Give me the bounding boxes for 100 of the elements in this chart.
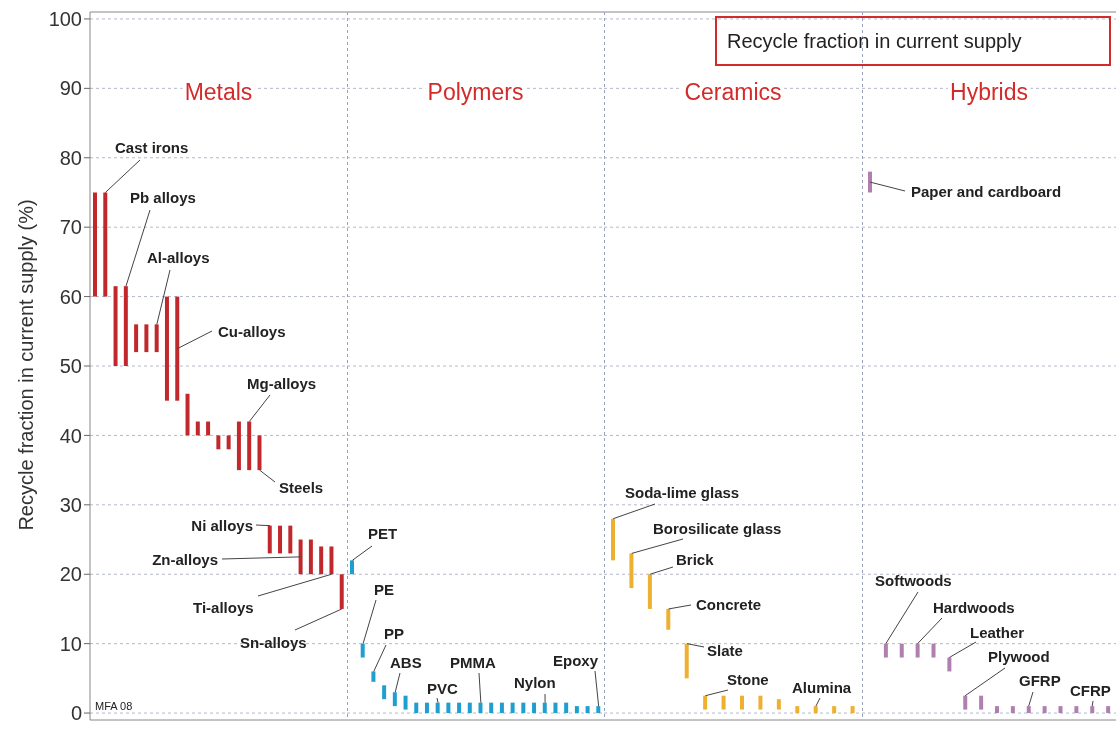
- annotation: PET: [368, 524, 398, 542]
- annotation: Paper and cardboard: [911, 182, 1062, 200]
- bar: [236, 421, 241, 471]
- annotation: Nylon: [514, 673, 556, 691]
- bar: [257, 435, 262, 471]
- annotation: Al-alloys: [147, 248, 210, 266]
- annotation: GFRP: [1019, 671, 1061, 689]
- bar: [360, 643, 365, 658]
- bar: [144, 324, 149, 353]
- bar: [883, 643, 888, 658]
- bar: [850, 706, 855, 714]
- bar: [499, 702, 504, 714]
- annotation: Stone: [727, 670, 769, 688]
- bar: [457, 702, 462, 714]
- y-tick-label: 90: [59, 77, 82, 100]
- y-tick-label: 30: [59, 493, 82, 516]
- bar: [666, 608, 671, 630]
- bar: [1106, 706, 1111, 714]
- annotation: Alumina: [792, 678, 852, 696]
- bar: [382, 685, 387, 700]
- annotation: Cu-alloys: [218, 322, 286, 340]
- bar: [478, 702, 483, 714]
- annotation: Leather: [970, 623, 1025, 641]
- annotation: Plywood: [988, 647, 1050, 665]
- annotation: Brick: [676, 550, 715, 568]
- bar: [414, 702, 419, 714]
- bar: [647, 574, 652, 609]
- bar: [611, 518, 615, 561]
- y-tick-label: 10: [59, 632, 82, 655]
- y-axis-title: Recycle fraction in current supply (%): [15, 199, 37, 531]
- bar: [947, 657, 952, 672]
- bar: [247, 421, 252, 471]
- y-tick-label: 80: [59, 146, 82, 169]
- bar: [392, 692, 397, 707]
- bar: [113, 286, 118, 366]
- bar: [319, 546, 324, 575]
- annotation: PMMA: [450, 653, 496, 671]
- bar: [703, 695, 708, 710]
- annotation: Zn-alloys: [152, 550, 218, 568]
- bar: [123, 286, 128, 366]
- bar: [1010, 706, 1015, 714]
- bar: [758, 695, 763, 710]
- bar: [226, 435, 231, 450]
- bar: [1058, 706, 1063, 714]
- annotation: Concrete: [696, 595, 762, 613]
- bar: [403, 695, 408, 710]
- annotation: Slate: [707, 641, 743, 659]
- y-tick-label: 50: [59, 355, 82, 378]
- annotation: Epoxy: [553, 651, 599, 669]
- bar: [1042, 706, 1047, 714]
- bar: [134, 324, 139, 353]
- annotation: Ti-alloys: [193, 598, 254, 616]
- annotation: Steels: [279, 478, 324, 496]
- bar: [435, 702, 440, 714]
- text: Ceramics: [684, 79, 782, 105]
- bar: [195, 421, 200, 436]
- bar: [521, 702, 526, 714]
- bar: [1074, 706, 1079, 714]
- y-tick-label: 70: [59, 216, 82, 239]
- bar: [963, 695, 968, 710]
- y-tick-label: 40: [59, 424, 82, 447]
- bar: [446, 702, 451, 714]
- annotation: Hardwoods: [933, 598, 1015, 616]
- annotation: Ni alloys: [191, 516, 253, 534]
- bar: [93, 192, 97, 297]
- bar: [288, 525, 293, 554]
- bar: [298, 539, 303, 575]
- bar: [931, 643, 936, 658]
- bar: [1090, 706, 1095, 714]
- annotation: PE: [374, 580, 395, 598]
- annotation: MFA 08: [95, 700, 133, 712]
- bar: [532, 702, 537, 714]
- bar: [1026, 706, 1031, 714]
- annotation: PP: [384, 624, 405, 642]
- annotation: ABS: [390, 653, 422, 671]
- annotation: Softwoods: [875, 571, 952, 589]
- bar: [629, 553, 634, 589]
- annotation: Mg-alloys: [247, 374, 317, 392]
- annotation: Cast irons: [115, 138, 189, 156]
- bar: [206, 421, 211, 436]
- bar: [564, 702, 569, 714]
- bar: [185, 393, 190, 436]
- bar: [278, 525, 283, 554]
- bar: [585, 706, 590, 714]
- bar: [329, 546, 334, 575]
- bar: [795, 706, 800, 714]
- bar: [424, 702, 429, 714]
- annotation: Recycle fraction in current supply: [727, 30, 1022, 52]
- bar: [740, 695, 744, 710]
- bar: [979, 695, 984, 710]
- bar: [339, 574, 344, 609]
- bar: [103, 192, 108, 297]
- bar: [553, 702, 558, 714]
- text: Hybrids: [950, 79, 1028, 105]
- annotation: PVC: [427, 679, 459, 697]
- annotation: Sn-alloys: [240, 633, 307, 651]
- bar: [915, 643, 920, 658]
- y-tick-label: 60: [59, 285, 82, 308]
- bar: [832, 706, 837, 714]
- y-tick-label: 20: [59, 563, 82, 586]
